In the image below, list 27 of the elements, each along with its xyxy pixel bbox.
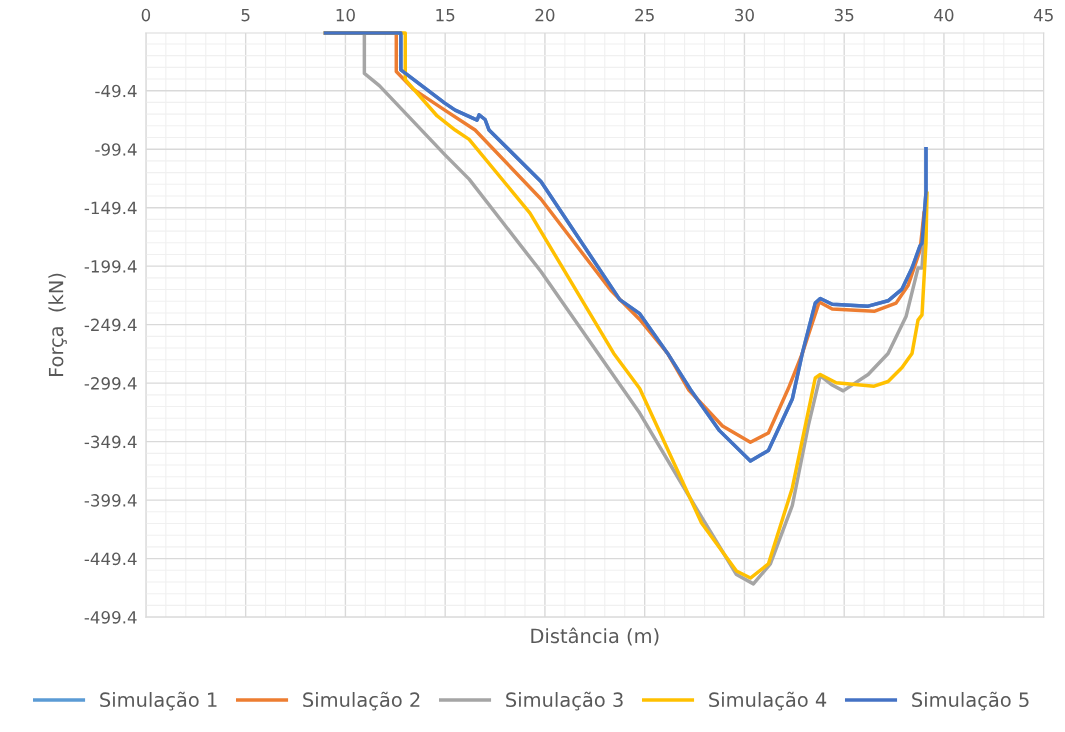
y-tick-label: -99.4 (95, 143, 137, 156)
legend-label: Simulação 2 (303, 691, 420, 711)
x-tick-label: 45 (1033, 8, 1053, 22)
x-axis-title: Distância (m) (531, 627, 659, 646)
legend-label: Simulação 3 (506, 691, 623, 711)
y-tick-label: -349.4 (84, 435, 137, 449)
y-tick-label: -299.4 (84, 377, 137, 390)
legend-label: Simulação 4 (709, 691, 827, 711)
y-tick-label: -199.4 (84, 260, 137, 273)
x-tick-label: 30 (735, 8, 754, 22)
legend-label: Simulação 1 (100, 691, 217, 711)
x-tick-label: 0 (141, 8, 151, 22)
x-tick-label: 15 (436, 8, 455, 22)
y-tick-label: -249.4 (84, 318, 137, 332)
y-tick-label: -399.4 (84, 494, 137, 507)
y-axis-title: Força (kN) (48, 273, 67, 377)
y-tick-label: -449.4 (84, 552, 137, 566)
x-tick-label: 35 (834, 8, 854, 22)
y-tick-label: -499.4 (84, 611, 137, 624)
x-tick-label: 40 (934, 8, 954, 22)
y-tick-label: -149.4 (84, 201, 137, 215)
legend-label: Simulação 5 (912, 691, 1029, 711)
x-tick-label: 25 (635, 8, 654, 22)
x-tick-label: 10 (336, 8, 355, 22)
x-tick-label: 20 (535, 8, 555, 22)
x-tick-label: 5 (241, 8, 250, 22)
y-tick-label: -49.4 (95, 84, 137, 98)
